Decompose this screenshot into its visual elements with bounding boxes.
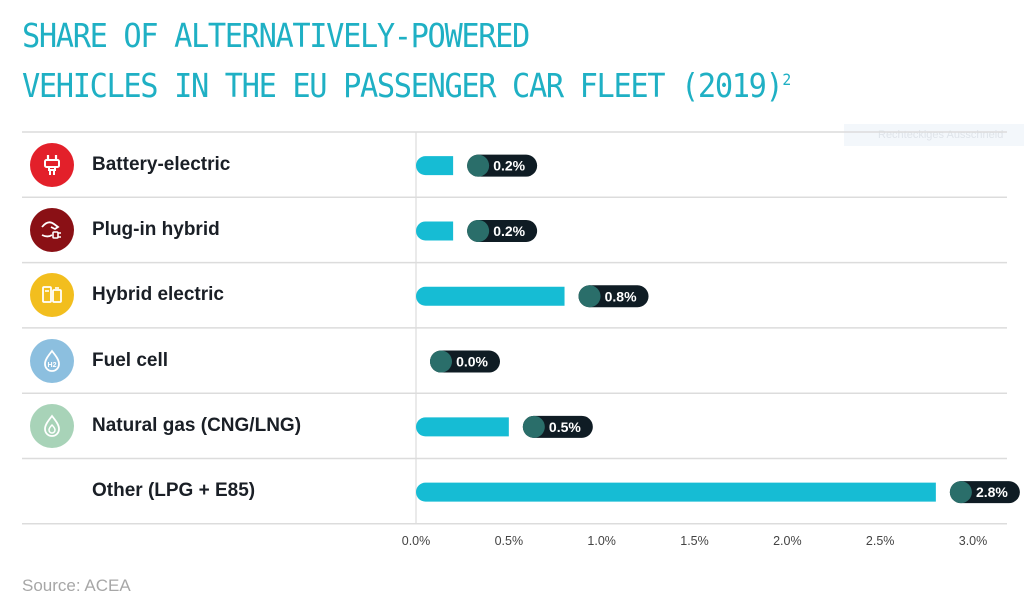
data-label: 0.2% bbox=[493, 158, 525, 174]
bar-other-lpg-e85- bbox=[416, 482, 936, 502]
title-footnote: 2 bbox=[782, 70, 792, 89]
x-tick-label: 2.5% bbox=[866, 534, 895, 548]
row-label: Natural gas (CNG/LNG) bbox=[92, 414, 302, 436]
value-pill-dot bbox=[949, 481, 972, 504]
row-label: Plug-in hybrid bbox=[92, 218, 220, 240]
data-label: 0.0% bbox=[456, 354, 488, 370]
data-label: 0.8% bbox=[605, 288, 637, 304]
x-tick-label: 0.5% bbox=[495, 534, 524, 548]
x-tick-label: 0.0% bbox=[402, 534, 431, 548]
source-note: Source: ACEA bbox=[22, 576, 131, 595]
fuel-pump-battery-icon bbox=[30, 273, 74, 318]
data-label: 0.5% bbox=[549, 419, 581, 435]
row-label: Other (LPG + E85) bbox=[92, 480, 256, 502]
value-pill-dot bbox=[430, 350, 452, 373]
x-tick-label: 2.0% bbox=[773, 534, 802, 548]
h2-drop-icon: H2 bbox=[30, 338, 74, 383]
title-line-1: SHARE OF ALTERNATIVELY-POWERED bbox=[22, 16, 530, 55]
value-pill-dot bbox=[467, 219, 490, 242]
title-line-2: VEHICLES IN THE EU PASSENGER CAR FLEET (… bbox=[22, 66, 784, 105]
row-label: Hybrid electric bbox=[92, 284, 224, 306]
x-tick-label: 3.0% bbox=[959, 534, 988, 548]
x-tick-label: 1.0% bbox=[587, 534, 616, 548]
row-label: Fuel cell bbox=[92, 349, 169, 371]
chart-title: SHARE OF ALTERNATIVELY-POWERED VEHICLES … bbox=[22, 14, 791, 108]
bar-hybrid-electric bbox=[416, 286, 565, 306]
bar-natural-gas-cng-lng- bbox=[416, 417, 509, 437]
svg-text:H2: H2 bbox=[48, 362, 57, 369]
value-pill-dot bbox=[467, 154, 490, 177]
gas-flame-icon bbox=[30, 403, 74, 448]
data-label: 2.8% bbox=[976, 484, 1008, 500]
bar-plug-in-hybrid bbox=[416, 221, 454, 241]
value-pill-dot bbox=[522, 415, 545, 438]
data-label: 0.2% bbox=[493, 223, 525, 239]
x-tick-label: 1.5% bbox=[680, 534, 709, 548]
row-label: Battery-electric bbox=[92, 153, 231, 175]
plug-icon bbox=[30, 142, 74, 187]
bar-battery-electric bbox=[416, 156, 454, 176]
value-pill-dot bbox=[578, 285, 601, 308]
hand-plug-icon bbox=[30, 207, 74, 252]
